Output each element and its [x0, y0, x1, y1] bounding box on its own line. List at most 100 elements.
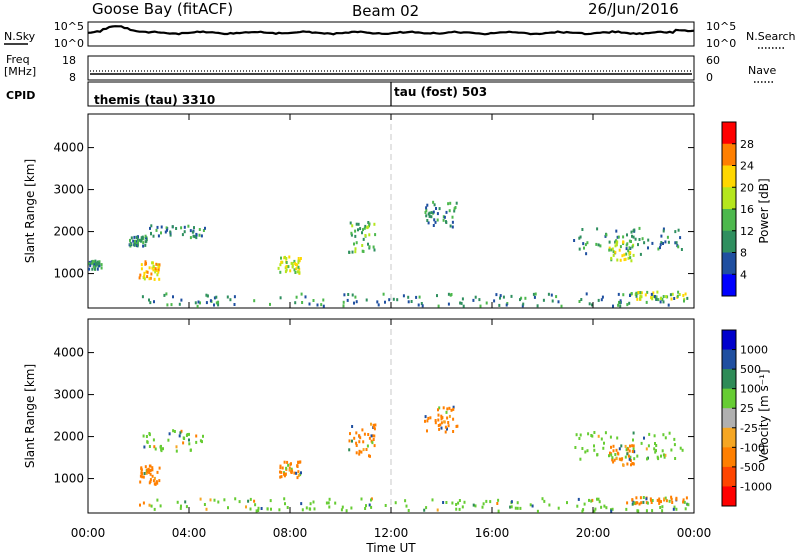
power-marks-point — [354, 250, 357, 254]
velocity-marks-point — [299, 473, 302, 477]
power-marks-point — [350, 233, 353, 237]
power-marks-point — [622, 293, 625, 297]
power-marks-point — [204, 226, 206, 230]
power-marks-point — [617, 292, 620, 296]
station-title: Goose Bay (fitACF) — [92, 0, 233, 18]
power-marks-point — [555, 295, 558, 299]
power-marks-point — [361, 244, 364, 247]
velocity-marks-point — [284, 502, 286, 506]
velocity-marks-point — [658, 499, 661, 503]
power-marks-point — [628, 246, 631, 250]
power-marks-point — [632, 235, 635, 239]
power-marks-point — [683, 297, 686, 301]
power-marks-point — [612, 253, 615, 257]
velocity-marks-point — [368, 503, 371, 507]
power-marks-point — [650, 296, 653, 300]
power-marks-point — [579, 235, 582, 239]
power-marks-point — [683, 299, 685, 303]
power-marks-point — [215, 301, 218, 305]
power-marks-point — [641, 237, 644, 241]
power-marks-point — [150, 232, 152, 236]
cpid-segment-1: themis (tau) 3310 — [94, 93, 215, 107]
power-marks-point — [578, 247, 581, 251]
velocity-marks-point — [159, 504, 162, 508]
power-marks-point — [626, 233, 628, 237]
power-marks-point — [436, 218, 439, 222]
power-marks-point — [363, 226, 366, 230]
power-marks-point — [217, 300, 220, 304]
power-marks-point — [139, 273, 142, 277]
power-marks-point — [136, 243, 139, 247]
velocity-marks-point — [615, 448, 618, 452]
velocity-marks-point — [657, 457, 660, 461]
velocity-marks-point — [371, 434, 374, 438]
velocity-marks-point — [603, 441, 605, 445]
power-marks-point — [151, 266, 154, 270]
power-marks-point — [557, 300, 560, 304]
velocity-marks-point — [439, 423, 442, 427]
velocity-marks-point — [285, 466, 288, 470]
velocity-marks-point — [635, 501, 638, 505]
power-marks-point — [601, 295, 604, 299]
power-marks-point — [630, 292, 633, 296]
velocity-marks-point — [358, 452, 361, 456]
power-marks-point — [298, 271, 301, 275]
power-marks-point — [152, 264, 155, 268]
power-marks-point — [100, 263, 103, 267]
power-marks-point — [293, 268, 296, 272]
velocity-marks-point — [355, 431, 358, 435]
velocity-marks-point — [278, 508, 281, 512]
velocity-marks-point — [366, 444, 369, 448]
power-marks-point — [284, 270, 287, 274]
power-marks-point — [462, 304, 465, 308]
velocity-marks-point — [629, 455, 632, 459]
power-marks-point — [442, 215, 445, 219]
velocity-marks-point — [543, 499, 546, 503]
power-marks-point — [140, 236, 143, 240]
velocity-marks-point — [576, 504, 579, 508]
power-marks-point — [132, 239, 135, 243]
velocity-marks-point — [279, 470, 281, 474]
power-marks-point — [287, 265, 290, 269]
velocity-marks-point — [364, 507, 367, 510]
power-colorbar-swatch — [722, 209, 736, 232]
power-marks-point — [420, 302, 423, 305]
power-marks-point — [532, 292, 535, 296]
power-marks-point — [322, 298, 325, 302]
power-marks-point — [169, 230, 172, 234]
velocity-marks-point — [431, 498, 434, 502]
velocity-marks-point — [371, 441, 374, 445]
power-marks-point — [374, 233, 377, 237]
velocity-marks-point — [510, 505, 513, 509]
velocity-marks-point — [624, 444, 627, 448]
power-marks-point — [158, 265, 161, 269]
power-marks-point — [157, 234, 160, 238]
velocity-colorbar-swatch — [722, 330, 736, 351]
power-marks-point — [522, 302, 525, 306]
velocity-marks-point — [293, 471, 296, 475]
velocity-marks-point — [672, 507, 675, 511]
power-marks-point — [615, 243, 618, 247]
power-marks-point — [628, 252, 631, 256]
velocity-marks-point — [670, 495, 673, 499]
velocity-marks-point — [584, 450, 587, 454]
velocity-marks-point — [178, 434, 181, 438]
power-marks-point — [662, 227, 665, 231]
frequency-panel-frame — [87, 55, 695, 81]
velocity-marks-point — [622, 463, 624, 467]
velocity-marks-point — [279, 475, 282, 479]
velocity-marks-point — [247, 499, 250, 503]
power-marks-point — [163, 293, 166, 297]
y-tick-label: 4000 — [53, 346, 84, 360]
frequency-panel: Freq [MHz] 18 8 60 0 Nave — [4, 53, 776, 84]
power-marks-point — [651, 241, 654, 245]
velocity-marks-point — [448, 406, 451, 410]
power-marks-point — [285, 268, 288, 272]
velocity-marks-point — [148, 445, 151, 448]
velocity-marks-point — [189, 448, 192, 452]
velocity-marks-point — [260, 507, 263, 510]
velocity-marks-point — [296, 465, 299, 468]
power-marks-point — [657, 247, 660, 251]
power-marks-point — [659, 243, 662, 247]
power-marks-point — [149, 226, 151, 230]
